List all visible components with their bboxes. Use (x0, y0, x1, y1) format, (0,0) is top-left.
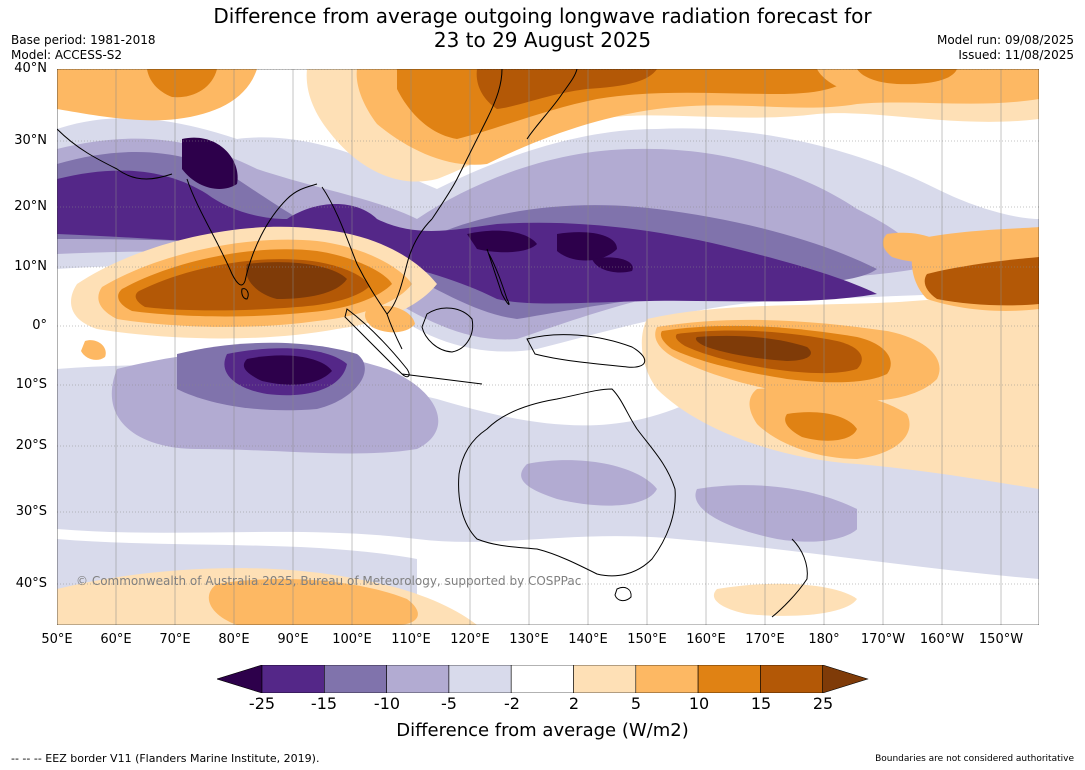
map-title: Difference from average outgoing longwav… (0, 4, 1085, 52)
lat-label: 40°S (15, 576, 47, 591)
anomaly-region-se-pacific-2 (857, 487, 1039, 559)
base-period-text: Base period: 1981-2018 (11, 33, 156, 47)
coast-japan (526, 69, 578, 140)
model-text: Model: ACCESS-S2 (11, 48, 123, 62)
colorbar-title: Difference from average (W/m2) (396, 720, 689, 741)
coast-indochina (321, 186, 433, 315)
lat-label: 30°N (14, 133, 47, 148)
anomaly-region-central-australia (521, 460, 657, 506)
lon-label: 130°E (509, 632, 549, 647)
anomaly-region-north-pacific-strong (857, 69, 957, 85)
anomaly-region-sw-pacific-mid (785, 412, 857, 441)
lat-label: 10°S (15, 377, 47, 392)
lon-label: 150°E (627, 632, 667, 647)
coast-arabia (57, 128, 173, 180)
copyright-text: © Commonwealth of Australia 2025, Bureau… (76, 574, 582, 588)
colorbar-tick-label: 5 (630, 694, 642, 713)
lon-label: 100°E (332, 632, 372, 647)
anomaly-region-south-indian-strong (208, 579, 418, 625)
coast-sumatra (344, 308, 410, 378)
lon-label: 70°E (159, 632, 191, 647)
anomaly-region-mid-pacific-lobe (882, 232, 947, 262)
coast-new-zealand (771, 538, 808, 618)
lon-label: 160°W (919, 632, 965, 647)
lon-label: 180° (808, 632, 840, 647)
colorbar-tick-label: -2 (504, 694, 520, 713)
colorbar-cell (386, 665, 450, 693)
colorbar-cell (697, 665, 761, 693)
coast-borneo (421, 307, 474, 353)
anomaly-region-ne-pacific-strong (924, 257, 1039, 306)
colorbar-cell (510, 665, 574, 693)
anomaly-region-cpac-core (695, 335, 811, 361)
colorbar-tick-label: -5 (441, 694, 457, 713)
lon-label: 170°W (860, 632, 906, 647)
metadata-right: Model run: 09/08/2025 Issued: 11/08/2025 (937, 33, 1074, 63)
colorbar-cell (324, 665, 387, 693)
colorbar-cell (573, 665, 637, 693)
lon-label: 60°E (100, 632, 132, 647)
lon-label: 170°E (745, 632, 785, 647)
lon-label: 160°E (686, 632, 726, 647)
coastlines (57, 69, 808, 618)
colorbar-tick-label: 10 (688, 694, 710, 713)
coast-java (401, 373, 483, 385)
colorbar-extend-high (822, 665, 869, 693)
colorbar-cell (261, 665, 325, 693)
lat-label: 20°S (15, 438, 47, 453)
coast-philippines (486, 248, 510, 305)
anomaly-region-tasman (713, 583, 857, 616)
colorbar-tick-label: 15 (750, 694, 772, 713)
anomaly-region-io-positive-core (246, 262, 347, 299)
lon-label: 80°E (218, 632, 250, 647)
colorbar-tick-label: -10 (373, 694, 401, 713)
coast-china (431, 69, 503, 220)
colorbar-extend-low (217, 665, 263, 693)
anomaly-region-se-pacific (695, 485, 863, 542)
colorbar-tick-label: 2 (568, 694, 580, 713)
lat-label: 20°N (14, 199, 47, 214)
colorbar-tick-label: -15 (310, 694, 338, 713)
eez-border-note: -- -- -- EEZ border V11 (Flanders Marine… (11, 752, 320, 765)
metadata-left: Base period: 1981-2018 Model: ACCESS-S2 (11, 33, 156, 63)
model-run-text: Model run: 09/08/2025 (936, 33, 1074, 47)
colorbar-cell (448, 665, 512, 693)
lon-label: 140°E (568, 632, 608, 647)
anomaly-region-arabian-core (182, 137, 238, 189)
colorbar (217, 665, 869, 693)
anomaly-region-eio-core (243, 355, 332, 385)
lon-label: 150°W (978, 632, 1024, 647)
anomaly-region-north-strong (57, 170, 877, 304)
lat-label: 30°S (15, 504, 47, 519)
lat-label: 10°N (14, 259, 47, 274)
meridians (57, 69, 1002, 625)
colorbar-tick-label: -25 (248, 694, 276, 713)
colorbar-tick-label: 25 (812, 694, 834, 713)
colorbar-cell (760, 665, 824, 693)
coast-tasmania (614, 586, 632, 602)
anomaly-region-himalaya-strong (147, 69, 217, 98)
coast-india (186, 178, 318, 286)
anomaly-region-wpac-core (557, 232, 617, 261)
colorbar-cell (635, 665, 699, 693)
anomaly-region-philippine-core (467, 230, 537, 253)
anomaly-region-wpac-core-2 (592, 257, 633, 273)
coast-new-guinea (526, 334, 645, 368)
anomaly-region-east-asia-strong (476, 69, 657, 109)
lat-label: 40°N (14, 61, 47, 76)
boundary-disclaimer: Boundaries are not considered authoritat… (875, 754, 1074, 764)
coast-malay (386, 313, 403, 350)
title-line-1: Difference from average outgoing longwav… (213, 4, 872, 28)
lon-label: 90°E (277, 632, 309, 647)
lon-label: 50°E (41, 632, 73, 647)
lon-label: 120°E (450, 632, 490, 647)
issued-text: Issued: 11/08/2025 (958, 48, 1074, 62)
anomaly-region-small-io (81, 340, 106, 360)
title-line-2: 23 to 29 August 2025 (433, 28, 652, 52)
lon-label: 110°E (391, 632, 431, 647)
coast-sri-lanka (241, 288, 249, 300)
coast-australia (458, 388, 676, 577)
olr-anomaly-map (57, 69, 1039, 625)
lat-label: 0° (32, 318, 47, 333)
